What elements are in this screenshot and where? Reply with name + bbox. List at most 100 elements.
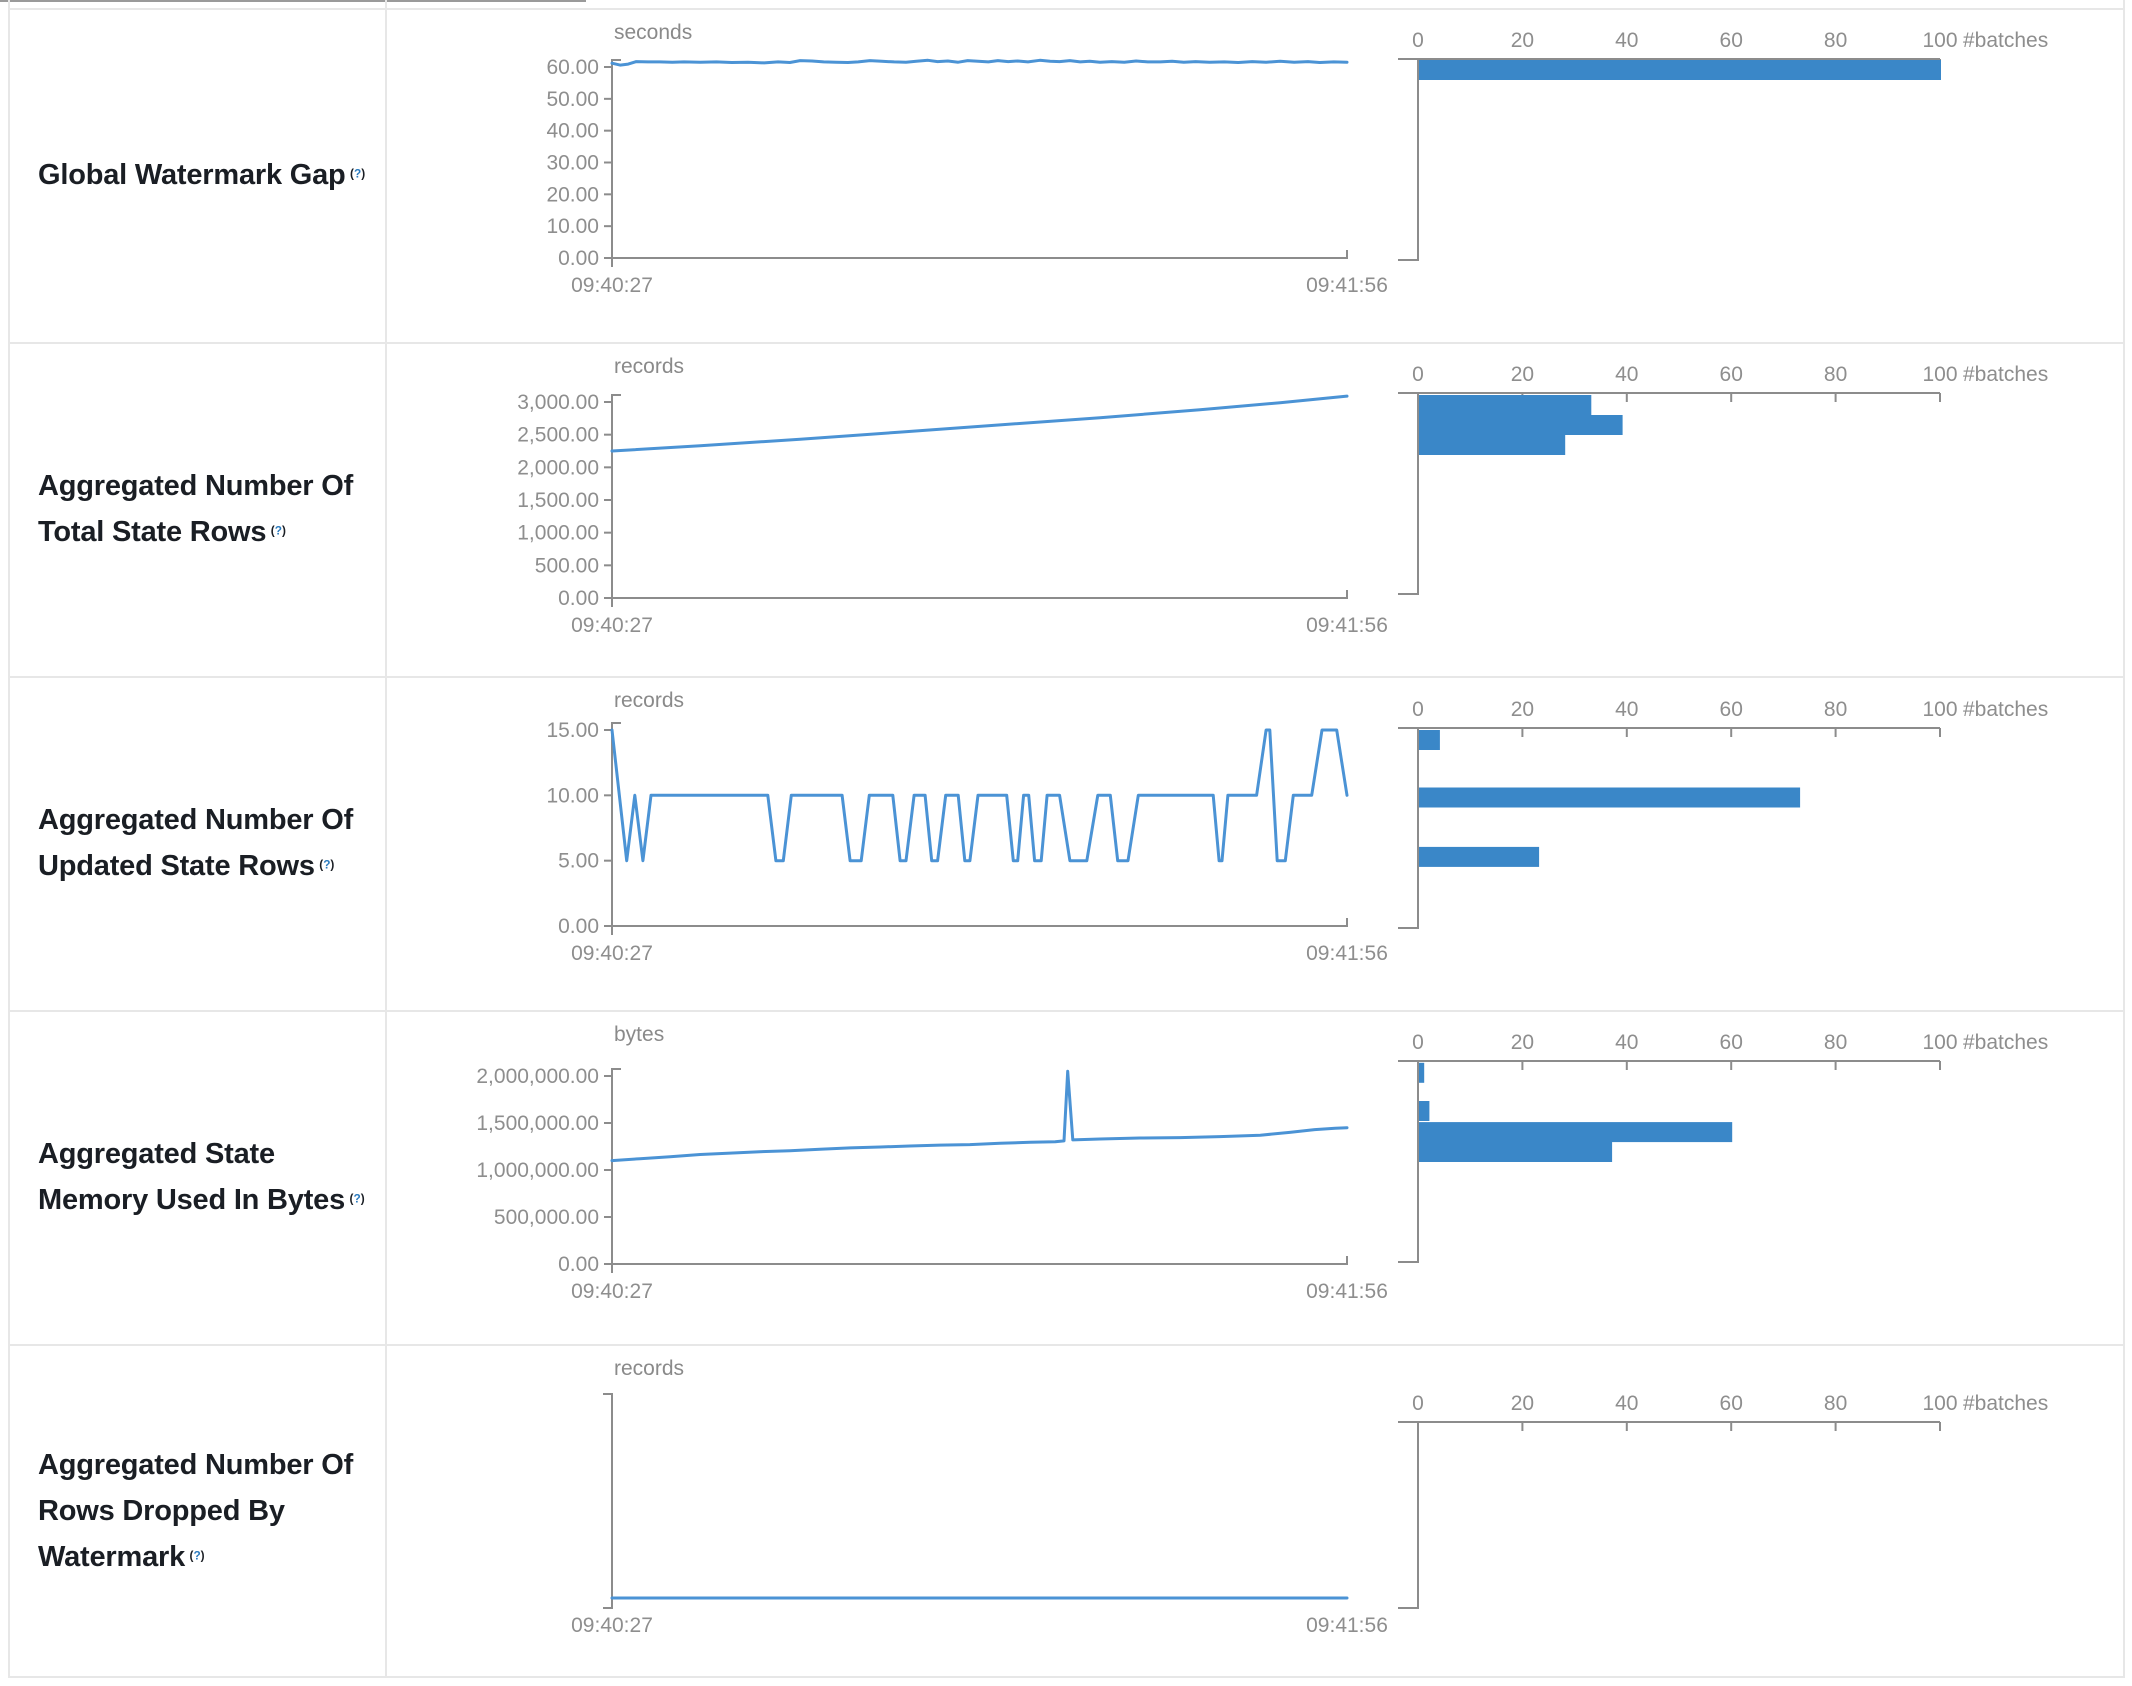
histogram-bar [1419, 1062, 1425, 1083]
timeline-line [610, 58, 1349, 67]
y-tick-label: 20.00 [546, 183, 599, 206]
histogram-bar [1419, 395, 1592, 415]
timeline-y-axis [611, 722, 621, 926]
row-divider [8, 1010, 2125, 1012]
chart-cell: seconds 60.00 50.00 40.00 30.00 20.00 10.00 0.0… [385, 8, 2125, 342]
metric-label-cell: Aggregated Number Of Updated State Rows … [8, 676, 385, 1010]
help-link[interactable]: (?) [270, 523, 286, 538]
x-tick-label-end: 09:41:56 [1306, 614, 1388, 637]
y-tick-label: 10.00 [546, 215, 599, 238]
timeline-and-histogram-chart: seconds 60.00 50.00 40.00 30.00 20.00 10.00 0.0… [546, 21, 2048, 297]
x-tick-label-start: 09:40:27 [571, 942, 653, 965]
timeline-unit-label: bytes [614, 1023, 664, 1046]
x-tick-label-end: 09:41:56 [1306, 942, 1388, 965]
y-tick-label: 2,000,000.00 [476, 1065, 599, 1088]
help-question-icon: ? [193, 1548, 201, 1563]
metric-row-rows-dropped-by-watermark: Aggregated Number Of Rows Dropped By Wat… [8, 1344, 2125, 1678]
table-border-label-divider [385, 0, 387, 1678]
batch-tick-label: 60 [1720, 698, 1743, 721]
table-border-left [8, 0, 10, 1678]
y-tick-label: 500,000.00 [494, 1206, 599, 1229]
chart-cell: bytes 2,000,000.00 1,500,000.00 1,000,000.0… [385, 1010, 2125, 1344]
timeline-unit-label: records [614, 355, 684, 378]
batch-tick-label: 40 [1615, 29, 1638, 52]
metric-label: Aggregated State Memory Used In Bytes [38, 1138, 346, 1216]
timeline-line [610, 394, 1349, 453]
help-question-icon: ? [274, 523, 282, 538]
timeline-line [610, 1069, 1349, 1163]
table-border-right [2123, 0, 2125, 1678]
metric-row-global-watermark-gap: Global Watermark Gap (?) seconds 60.00 50.… [8, 8, 2125, 342]
metric-label-cell: Global Watermark Gap (?) [8, 8, 385, 342]
timeline-y-axis [611, 1068, 621, 1264]
batch-tick-label: 40 [1615, 1031, 1638, 1054]
metric-label-cell: Aggregated Number Of Rows Dropped By Wat… [8, 1344, 385, 1678]
timeline-line [610, 728, 1349, 863]
timeline-x-axis [611, 1256, 1348, 1273]
batch-tick-label: 100 [1922, 1392, 1957, 1415]
table-border-bottom [8, 1676, 2125, 1678]
metric-row-state-memory-used: Aggregated State Memory Used In Bytes (?… [8, 1010, 2125, 1344]
timeline-and-histogram-chart: records 15.00 10.00 5.00 0.00 09:40:27 09:41:5… [546, 689, 2048, 965]
timeline-y-axis [611, 394, 621, 598]
x-tick-label-end: 09:41:56 [1306, 274, 1388, 297]
metric-label-cell: Aggregated State Memory Used In Bytes (?… [8, 1010, 385, 1344]
batch-tick-label: 20 [1511, 1392, 1534, 1415]
y-tick-label: 3,000.00 [517, 391, 599, 414]
metric-row-total-state-rows: Aggregated Number Of Total State Rows (?… [8, 342, 2125, 676]
y-tick-label: 50.00 [546, 88, 599, 111]
timeline-y-axis [603, 1393, 613, 1609]
help-link[interactable]: (?) [349, 1191, 365, 1206]
row-divider [8, 1344, 2125, 1346]
batch-tick-label: 40 [1615, 1392, 1638, 1415]
metric-label: Global Watermark Gap [38, 159, 346, 191]
batch-tick-label: 20 [1511, 1031, 1534, 1054]
help-link[interactable]: (?) [189, 1548, 205, 1563]
batch-tick-label: 0 [1412, 698, 1424, 721]
y-tick-label: 15.00 [546, 719, 599, 742]
batch-tick-label: 0 [1412, 29, 1424, 52]
row-divider [8, 676, 2125, 678]
x-tick-label-end: 09:41:56 [1306, 1280, 1388, 1303]
x-tick-label-start: 09:40:27 [571, 1614, 653, 1637]
help-question-icon: ? [353, 166, 362, 181]
timeline-x-axis [611, 918, 1348, 935]
y-tick-label: 1,500,000.00 [476, 1112, 599, 1135]
timeline-unit-label: seconds [614, 21, 692, 44]
metric-label: Aggregated Number Of Rows Dropped By Wat… [38, 1449, 354, 1573]
histogram-bar [1419, 1122, 1733, 1143]
x-tick-label-start: 09:40:27 [571, 614, 653, 637]
batches-unit-label: #batches [1963, 698, 2048, 721]
histogram-bar [1419, 435, 1566, 455]
timeline-y-axis [611, 59, 621, 258]
y-tick-label: 30.00 [546, 152, 599, 175]
chart-cell: records 3,000.00 2,500.00 2,000.00 1,500.00 1… [385, 342, 2125, 676]
x-tick-label-start: 09:40:27 [571, 274, 653, 297]
batches-unit-label: #batches [1963, 1031, 2048, 1054]
batches-unit-label: #batches [1963, 1392, 2048, 1415]
y-tick-label: 40.00 [546, 120, 599, 143]
help-question-icon: ? [323, 857, 331, 872]
histogram-bar [1419, 1101, 1430, 1121]
batch-tick-label: 40 [1615, 363, 1638, 386]
timeline-and-histogram-chart: bytes 2,000,000.00 1,500,000.00 1,000,000.0… [476, 1023, 2048, 1303]
batch-tick-label: 0 [1412, 363, 1424, 386]
help-question-icon: ? [353, 1191, 361, 1206]
batch-tick-label: 80 [1824, 1031, 1847, 1054]
y-tick-label: 1,500.00 [517, 489, 599, 512]
y-tick-label: 2,000.00 [517, 456, 599, 479]
y-tick-label: 500.00 [535, 554, 599, 577]
batch-tick-label: 100 [1922, 698, 1957, 721]
chart-cell: records 15.00 10.00 5.00 0.00 09:40:27 09:41:5… [385, 676, 2125, 1010]
batch-tick-label: 80 [1824, 698, 1847, 721]
help-link[interactable]: (?) [350, 166, 366, 181]
y-tick-label: 2,500.00 [517, 424, 599, 447]
histogram-y-axis [1398, 59, 1419, 261]
timeline-unit-label: records [614, 1357, 684, 1380]
batch-tick-label: 100 [1922, 1031, 1957, 1054]
help-link[interactable]: (?) [319, 857, 335, 872]
batch-tick-label: 20 [1511, 698, 1534, 721]
histogram-bar [1419, 787, 1801, 808]
y-tick-label: 0.00 [558, 587, 599, 610]
